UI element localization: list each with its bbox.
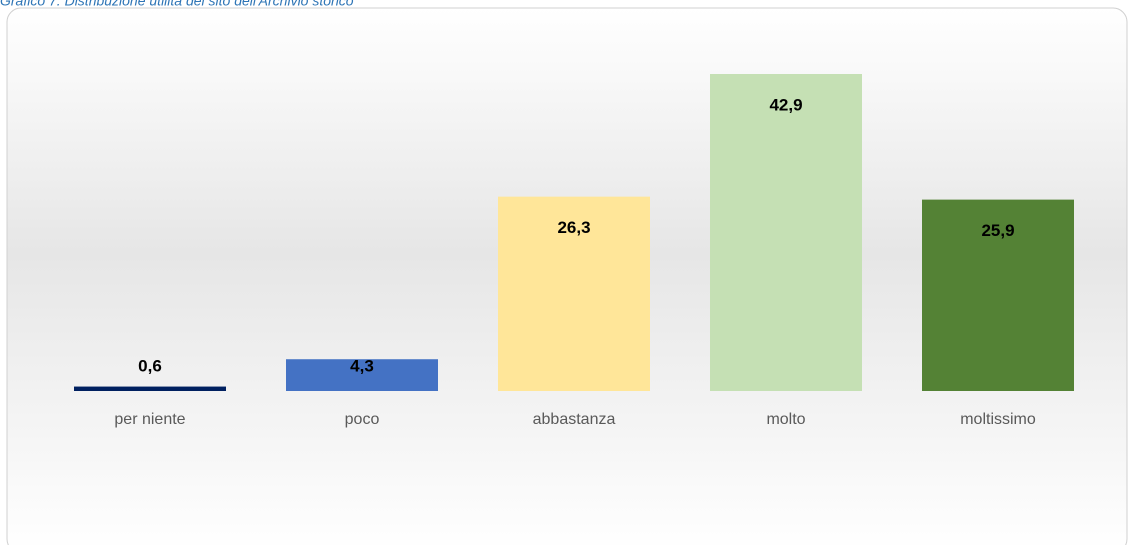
x-tick-label: per niente bbox=[114, 411, 185, 428]
bar bbox=[498, 196, 650, 391]
bar bbox=[922, 199, 1074, 391]
x-tick-label: abbastanza bbox=[533, 411, 616, 428]
x-tick-label: poco bbox=[345, 411, 380, 428]
bar bbox=[286, 359, 438, 391]
value-label: 26,3 bbox=[557, 218, 590, 237]
bar bbox=[74, 386, 226, 391]
x-tick-label: molto bbox=[766, 411, 805, 428]
value-label: 42,9 bbox=[769, 95, 802, 114]
value-label: 25,9 bbox=[981, 221, 1014, 240]
value-label: 0,6 bbox=[138, 356, 162, 375]
bar bbox=[710, 74, 862, 391]
x-tick-label: moltissimo bbox=[960, 411, 1036, 428]
value-label: 4,3 bbox=[350, 356, 374, 375]
chart-title: Grafico 7. Distribuzione utilità del sit… bbox=[0, 0, 354, 9]
